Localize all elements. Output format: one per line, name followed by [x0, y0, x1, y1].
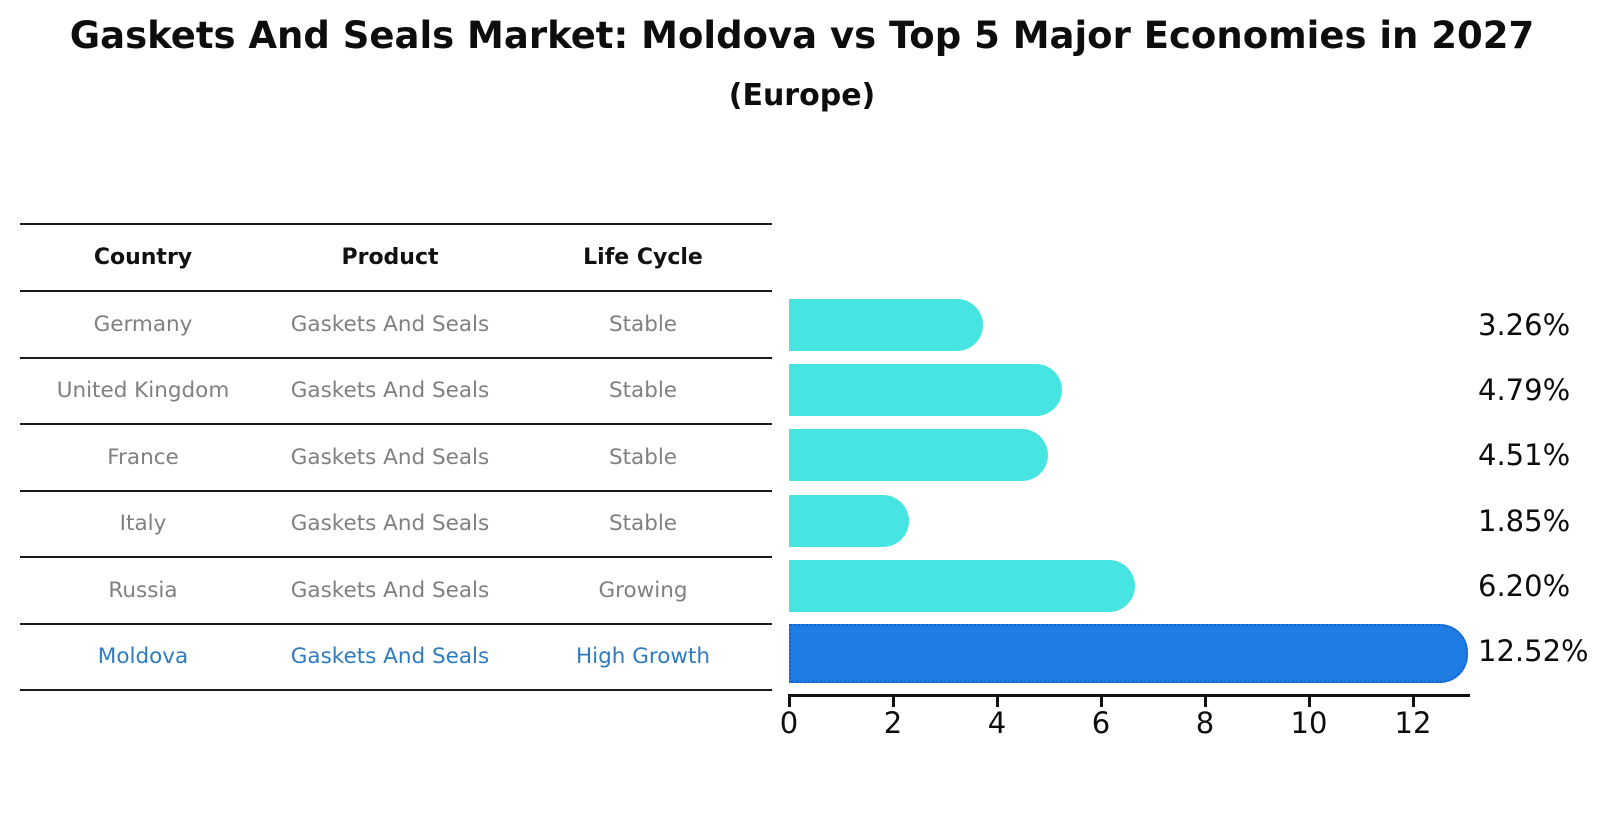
bar-germany	[789, 299, 983, 351]
table-row: United Kingdom Gaskets And Seals Stable	[20, 359, 772, 425]
table-row: Germany Gaskets And Seals Stable	[20, 292, 772, 359]
cell-lifecycle: Growing	[598, 577, 688, 603]
table-header-lifecycle: Life Cycle	[583, 245, 703, 270]
value-label: 4.79%	[1478, 373, 1571, 408]
value-label: 12.52%	[1478, 634, 1589, 668]
table-row: Italy Gaskets And Seals Stable	[20, 492, 772, 558]
cell-country: Germany	[93, 311, 193, 337]
x-tick-mark	[1411, 694, 1415, 707]
table-row: France Gaskets And Seals Stable	[20, 425, 772, 492]
x-tick-mark	[787, 694, 791, 707]
cell-country: Italy	[119, 511, 167, 537]
cell-country: France	[107, 444, 179, 470]
chart-subtitle: (Europe)	[728, 78, 876, 113]
cell-product: Gaskets And Seals	[290, 644, 490, 670]
table-header-country: Country	[93, 245, 193, 270]
x-tick-label: 2	[883, 706, 903, 740]
x-axis-line	[789, 694, 1470, 697]
value-label: 3.26%	[1478, 308, 1571, 342]
cell-product: Gaskets And Seals	[290, 311, 490, 337]
x-tick-label: 12	[1394, 706, 1432, 740]
bar-france	[789, 429, 1048, 482]
table-header-row: Country Product Life Cycle	[20, 225, 772, 292]
cell-lifecycle: Stable	[608, 378, 678, 404]
cell-country: Moldova	[97, 644, 189, 670]
bar-united-kingdom	[789, 364, 1063, 417]
value-label: 1.85%	[1478, 503, 1571, 538]
cell-product: Gaskets And Seals	[290, 444, 490, 470]
x-tick-mark	[1203, 694, 1207, 707]
cell-product: Gaskets And Seals	[290, 378, 490, 404]
cell-lifecycle: High Growth	[575, 644, 711, 670]
bar-moldova	[789, 623, 1469, 683]
x-tick-mark	[1307, 694, 1311, 707]
cell-lifecycle: Stable	[608, 511, 678, 537]
table-header-product: Product	[341, 245, 439, 270]
table-row: Russia Gaskets And Seals Growing	[20, 558, 772, 625]
country-table: Country Product Life Cycle Germany Gaske…	[20, 223, 772, 691]
value-label: 6.20%	[1478, 568, 1571, 603]
x-tick-label: 6	[1091, 706, 1111, 740]
cell-lifecycle: Stable	[608, 311, 678, 337]
bar-russia	[789, 559, 1136, 612]
table-body: Germany Gaskets And Seals Stable United …	[20, 292, 772, 691]
x-tick-label: 10	[1290, 706, 1328, 740]
chart-title: Gaskets And Seals Market: Moldova vs Top…	[69, 14, 1535, 57]
cell-product: Gaskets And Seals	[290, 511, 490, 537]
cell-product: Gaskets And Seals	[290, 577, 490, 603]
value-label: 4.51%	[1478, 438, 1571, 473]
x-tick-label: 8	[1195, 706, 1215, 740]
x-tick-label: 0	[779, 706, 799, 740]
bar-italy	[789, 494, 910, 547]
x-tick-label: 4	[987, 706, 1007, 740]
cell-country: Russia	[108, 577, 178, 603]
cell-lifecycle: Stable	[608, 444, 678, 470]
table-row: Moldova Gaskets And Seals High Growth	[20, 625, 772, 691]
x-tick-mark	[891, 694, 895, 707]
x-tick-mark	[995, 694, 999, 707]
x-tick-mark	[1099, 694, 1103, 707]
cell-country: United Kingdom	[56, 378, 230, 404]
